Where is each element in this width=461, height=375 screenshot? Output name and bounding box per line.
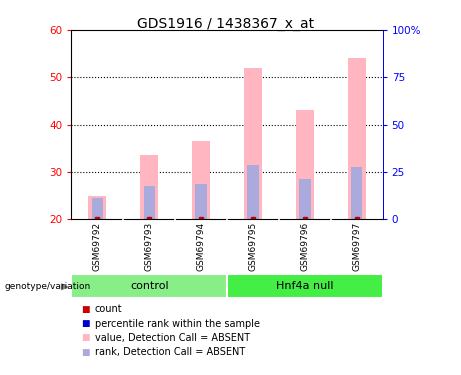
Bar <box>71 274 227 298</box>
Text: ■: ■ <box>81 348 89 357</box>
Bar <box>192 141 210 219</box>
Text: GSM69796: GSM69796 <box>300 222 309 271</box>
Bar <box>89 196 106 219</box>
Text: rank, Detection Call = ABSENT: rank, Detection Call = ABSENT <box>95 347 245 357</box>
Bar <box>299 179 311 219</box>
Bar <box>140 156 158 219</box>
Text: value, Detection Call = ABSENT: value, Detection Call = ABSENT <box>95 333 249 343</box>
Bar <box>143 186 155 219</box>
Text: GSM69792: GSM69792 <box>93 222 102 271</box>
Bar <box>227 274 383 298</box>
Bar <box>92 198 103 219</box>
Bar <box>247 165 259 219</box>
Text: count: count <box>95 304 122 314</box>
Text: GSM69794: GSM69794 <box>196 222 206 271</box>
Bar <box>348 58 366 219</box>
Text: percentile rank within the sample: percentile rank within the sample <box>95 319 260 328</box>
Text: ■: ■ <box>81 305 89 314</box>
Text: GDS1916 / 1438367_x_at: GDS1916 / 1438367_x_at <box>137 17 314 31</box>
Bar <box>351 167 362 219</box>
Text: GSM69795: GSM69795 <box>248 222 258 271</box>
Text: GSM69797: GSM69797 <box>352 222 361 271</box>
Bar <box>244 68 262 219</box>
Text: control: control <box>130 281 169 291</box>
Text: GSM69793: GSM69793 <box>145 222 154 271</box>
Bar <box>195 184 207 219</box>
Text: ■: ■ <box>81 319 89 328</box>
Bar <box>296 111 314 219</box>
Text: genotype/variation: genotype/variation <box>5 282 91 291</box>
Text: ■: ■ <box>81 333 89 342</box>
Text: Hnf4a null: Hnf4a null <box>276 281 334 291</box>
